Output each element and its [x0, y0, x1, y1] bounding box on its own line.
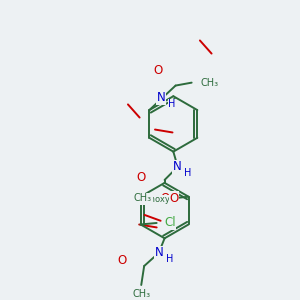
Text: H: H	[166, 254, 173, 264]
Text: O: O	[160, 192, 169, 205]
Text: H: H	[184, 168, 192, 178]
Text: N: N	[173, 160, 182, 173]
Text: N: N	[157, 91, 165, 104]
Text: CH₃: CH₃	[200, 78, 218, 88]
Text: methoxy: methoxy	[134, 195, 171, 204]
Text: CH₃: CH₃	[134, 193, 152, 203]
Text: CH₃: CH₃	[132, 289, 150, 299]
Text: O: O	[169, 192, 178, 205]
Text: Cl: Cl	[164, 217, 176, 230]
Text: N: N	[155, 246, 164, 260]
Text: O: O	[154, 64, 163, 77]
Text: O: O	[136, 170, 145, 184]
Text: H: H	[168, 99, 176, 109]
Text: O: O	[117, 254, 126, 267]
